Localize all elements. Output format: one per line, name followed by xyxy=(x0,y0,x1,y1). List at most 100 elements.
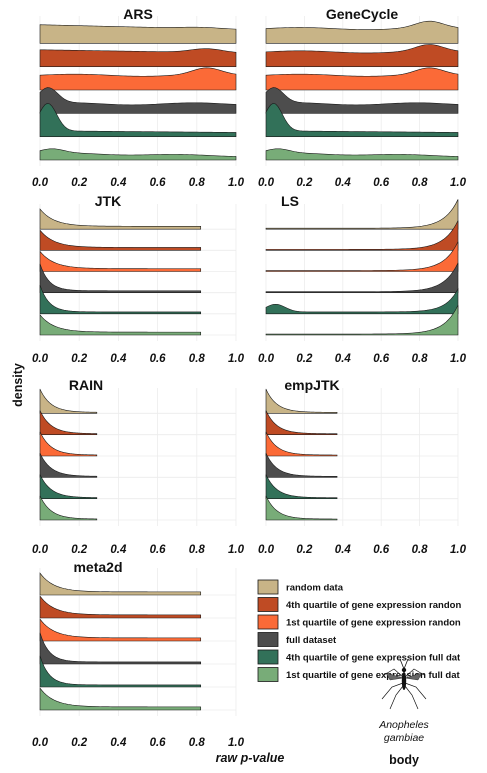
ridge-jtk-4 xyxy=(39,263,202,293)
x-tick-label: 0.8 xyxy=(189,177,206,189)
ridge-rain-3 xyxy=(39,431,98,457)
legend-swatch xyxy=(257,614,279,630)
panel-empjtk: empJTK 0.0 0.2 0.4 0.6 0.8 1.0 xyxy=(258,377,467,556)
panel-title: empJTK xyxy=(284,377,339,393)
x-tick-label: 1.0 xyxy=(450,177,467,189)
ridge-ls-5 xyxy=(265,287,459,315)
ridge-meta2d-5 xyxy=(39,655,202,688)
panel-ls: LS 0.0 0.2 0.4 0.6 0.8 1.0 xyxy=(258,193,467,365)
x-tick-label: 0.6 xyxy=(150,177,167,189)
ridge-meta2d-2 xyxy=(39,595,202,619)
ridge-meta2d-6 xyxy=(39,687,202,711)
ridge-rain-5 xyxy=(39,474,98,499)
ridge-meta2d-1 xyxy=(39,572,202,596)
legend-label: full dataset xyxy=(286,635,337,646)
x-tick-label: 0.2 xyxy=(71,737,88,749)
ridge-genecycle-3 xyxy=(265,67,459,91)
legend-item: 4th quartile of gene expression randon xyxy=(257,597,461,612)
x-tick-label: 0.6 xyxy=(150,737,167,749)
x-tick-label: 0.0 xyxy=(258,177,275,189)
ridge-empjtk-2 xyxy=(265,410,338,435)
legend-label: 4th quartile of gene expression full dat xyxy=(286,653,461,664)
ridge-ls-3 xyxy=(265,241,459,272)
x-tick-label: 0.4 xyxy=(335,353,352,365)
x-tick-label: 0.0 xyxy=(32,737,49,749)
ridge-rain-4 xyxy=(39,453,98,478)
legend-swatch xyxy=(257,579,279,595)
panel-title: GeneCycle xyxy=(326,6,399,22)
x-tick-label: 0.2 xyxy=(296,353,313,365)
ridge-jtk-3 xyxy=(39,250,202,272)
x-tick-label: 0.8 xyxy=(412,177,429,189)
x-tick-label: 0.6 xyxy=(373,353,390,365)
ridge-rain-2 xyxy=(39,410,98,435)
panel-title: ARS xyxy=(123,6,153,22)
panel-rain: RAIN 0.0 0.2 0.4 0.6 0.8 1.0 xyxy=(32,377,245,556)
x-tick-label: 0.4 xyxy=(110,177,127,189)
legend-item: 1st quartile of gene expression full dat xyxy=(257,667,461,682)
panel-genecycle: GeneCycle 0.0 0.2 0.4 0.6 0.8 1.0 xyxy=(258,6,467,189)
x-tick-label: 1.0 xyxy=(450,353,467,365)
legend-label: 1st quartile of gene expression full dat xyxy=(286,670,461,681)
legend-swatch xyxy=(257,667,279,682)
x-tick-label: 0.8 xyxy=(189,544,206,556)
ridge-jtk-5 xyxy=(39,284,202,315)
panel-title: JTK xyxy=(95,193,121,209)
x-tick-label: 1.0 xyxy=(228,177,245,189)
panel-ars: ARS 0.0 0.2 0.4 0.6 0.8 1.0 xyxy=(32,6,245,189)
x-tick-label: 0.6 xyxy=(373,177,390,189)
x-tick-label: 0.2 xyxy=(71,544,88,556)
x-tick-label: 0.8 xyxy=(412,544,429,556)
x-tick-label: 0.0 xyxy=(32,544,49,556)
ridge-genecycle-5 xyxy=(265,103,459,137)
x-tick-label: 1.0 xyxy=(228,544,245,556)
x-tick-label: 0.8 xyxy=(189,737,206,749)
x-tick-label: 0.4 xyxy=(110,544,127,556)
legend-label: random data xyxy=(286,583,344,594)
ridge-ars-2 xyxy=(39,48,237,67)
legend-swatch xyxy=(257,649,279,665)
ridge-meta2d-3 xyxy=(39,618,202,642)
x-tick-label: 0.0 xyxy=(258,544,275,556)
x-axis-label: raw p-value xyxy=(216,751,285,765)
x-tick-label: 0.6 xyxy=(150,544,167,556)
ridge-ars-4 xyxy=(39,87,237,114)
legend-item: random data xyxy=(257,579,344,595)
panels-layer: ARS 0.0 0.2 0.4 0.6 0.8 1.0 GeneCycle 0.0 0.2 0.4 0… xyxy=(32,6,467,749)
legend-item: 1st quartile of gene expression randon xyxy=(257,614,461,630)
panel-meta2d: meta2d 0.0 0.2 0.4 0.6 0.8 1.0 xyxy=(32,559,245,749)
x-tick-label: 1.0 xyxy=(228,353,245,365)
ridge-jtk-2 xyxy=(39,229,202,251)
ridge-empjtk-1 xyxy=(265,389,338,414)
x-tick-label: 0.4 xyxy=(110,737,127,749)
panel-title: meta2d xyxy=(73,559,122,575)
x-tick-label: 0.0 xyxy=(32,177,49,189)
x-tick-label: 0.4 xyxy=(335,544,352,556)
panel-title: LS xyxy=(281,193,299,209)
x-tick-label: 0.2 xyxy=(296,544,313,556)
ridge-empjtk-4 xyxy=(265,453,338,478)
ridge-ls-4 xyxy=(265,262,459,293)
legend-item: full dataset xyxy=(257,632,337,647)
legend-item: 4th quartile of gene expression full dat xyxy=(257,649,461,665)
panel-jtk: JTK 0.0 0.2 0.4 0.6 0.8 1.0 xyxy=(32,193,245,365)
x-tick-label: 0.4 xyxy=(335,177,352,189)
organism-species: gambiae xyxy=(384,732,424,744)
organism-genus: Anopheles xyxy=(378,719,429,731)
x-tick-label: 0.8 xyxy=(189,353,206,365)
x-tick-label: 0.2 xyxy=(71,353,88,365)
panel-title: RAIN xyxy=(69,377,103,393)
x-tick-label: 1.0 xyxy=(450,544,467,556)
ridge-ars-1 xyxy=(39,24,237,44)
ridge-rain-6 xyxy=(39,495,98,521)
legend: random data 4th quartile of gene expressi… xyxy=(257,579,461,682)
legend-swatch xyxy=(257,597,279,612)
ridge-ls-1 xyxy=(265,199,459,230)
ridge-genecycle-1 xyxy=(265,20,459,44)
legend-label: 1st quartile of gene expression randon xyxy=(286,618,461,629)
ridge-ls-2 xyxy=(265,220,459,251)
legend-swatch xyxy=(257,632,279,647)
x-tick-label: 0.6 xyxy=(150,353,167,365)
x-tick-label: 0.0 xyxy=(32,353,49,365)
ridge-genecycle-4 xyxy=(265,87,459,114)
